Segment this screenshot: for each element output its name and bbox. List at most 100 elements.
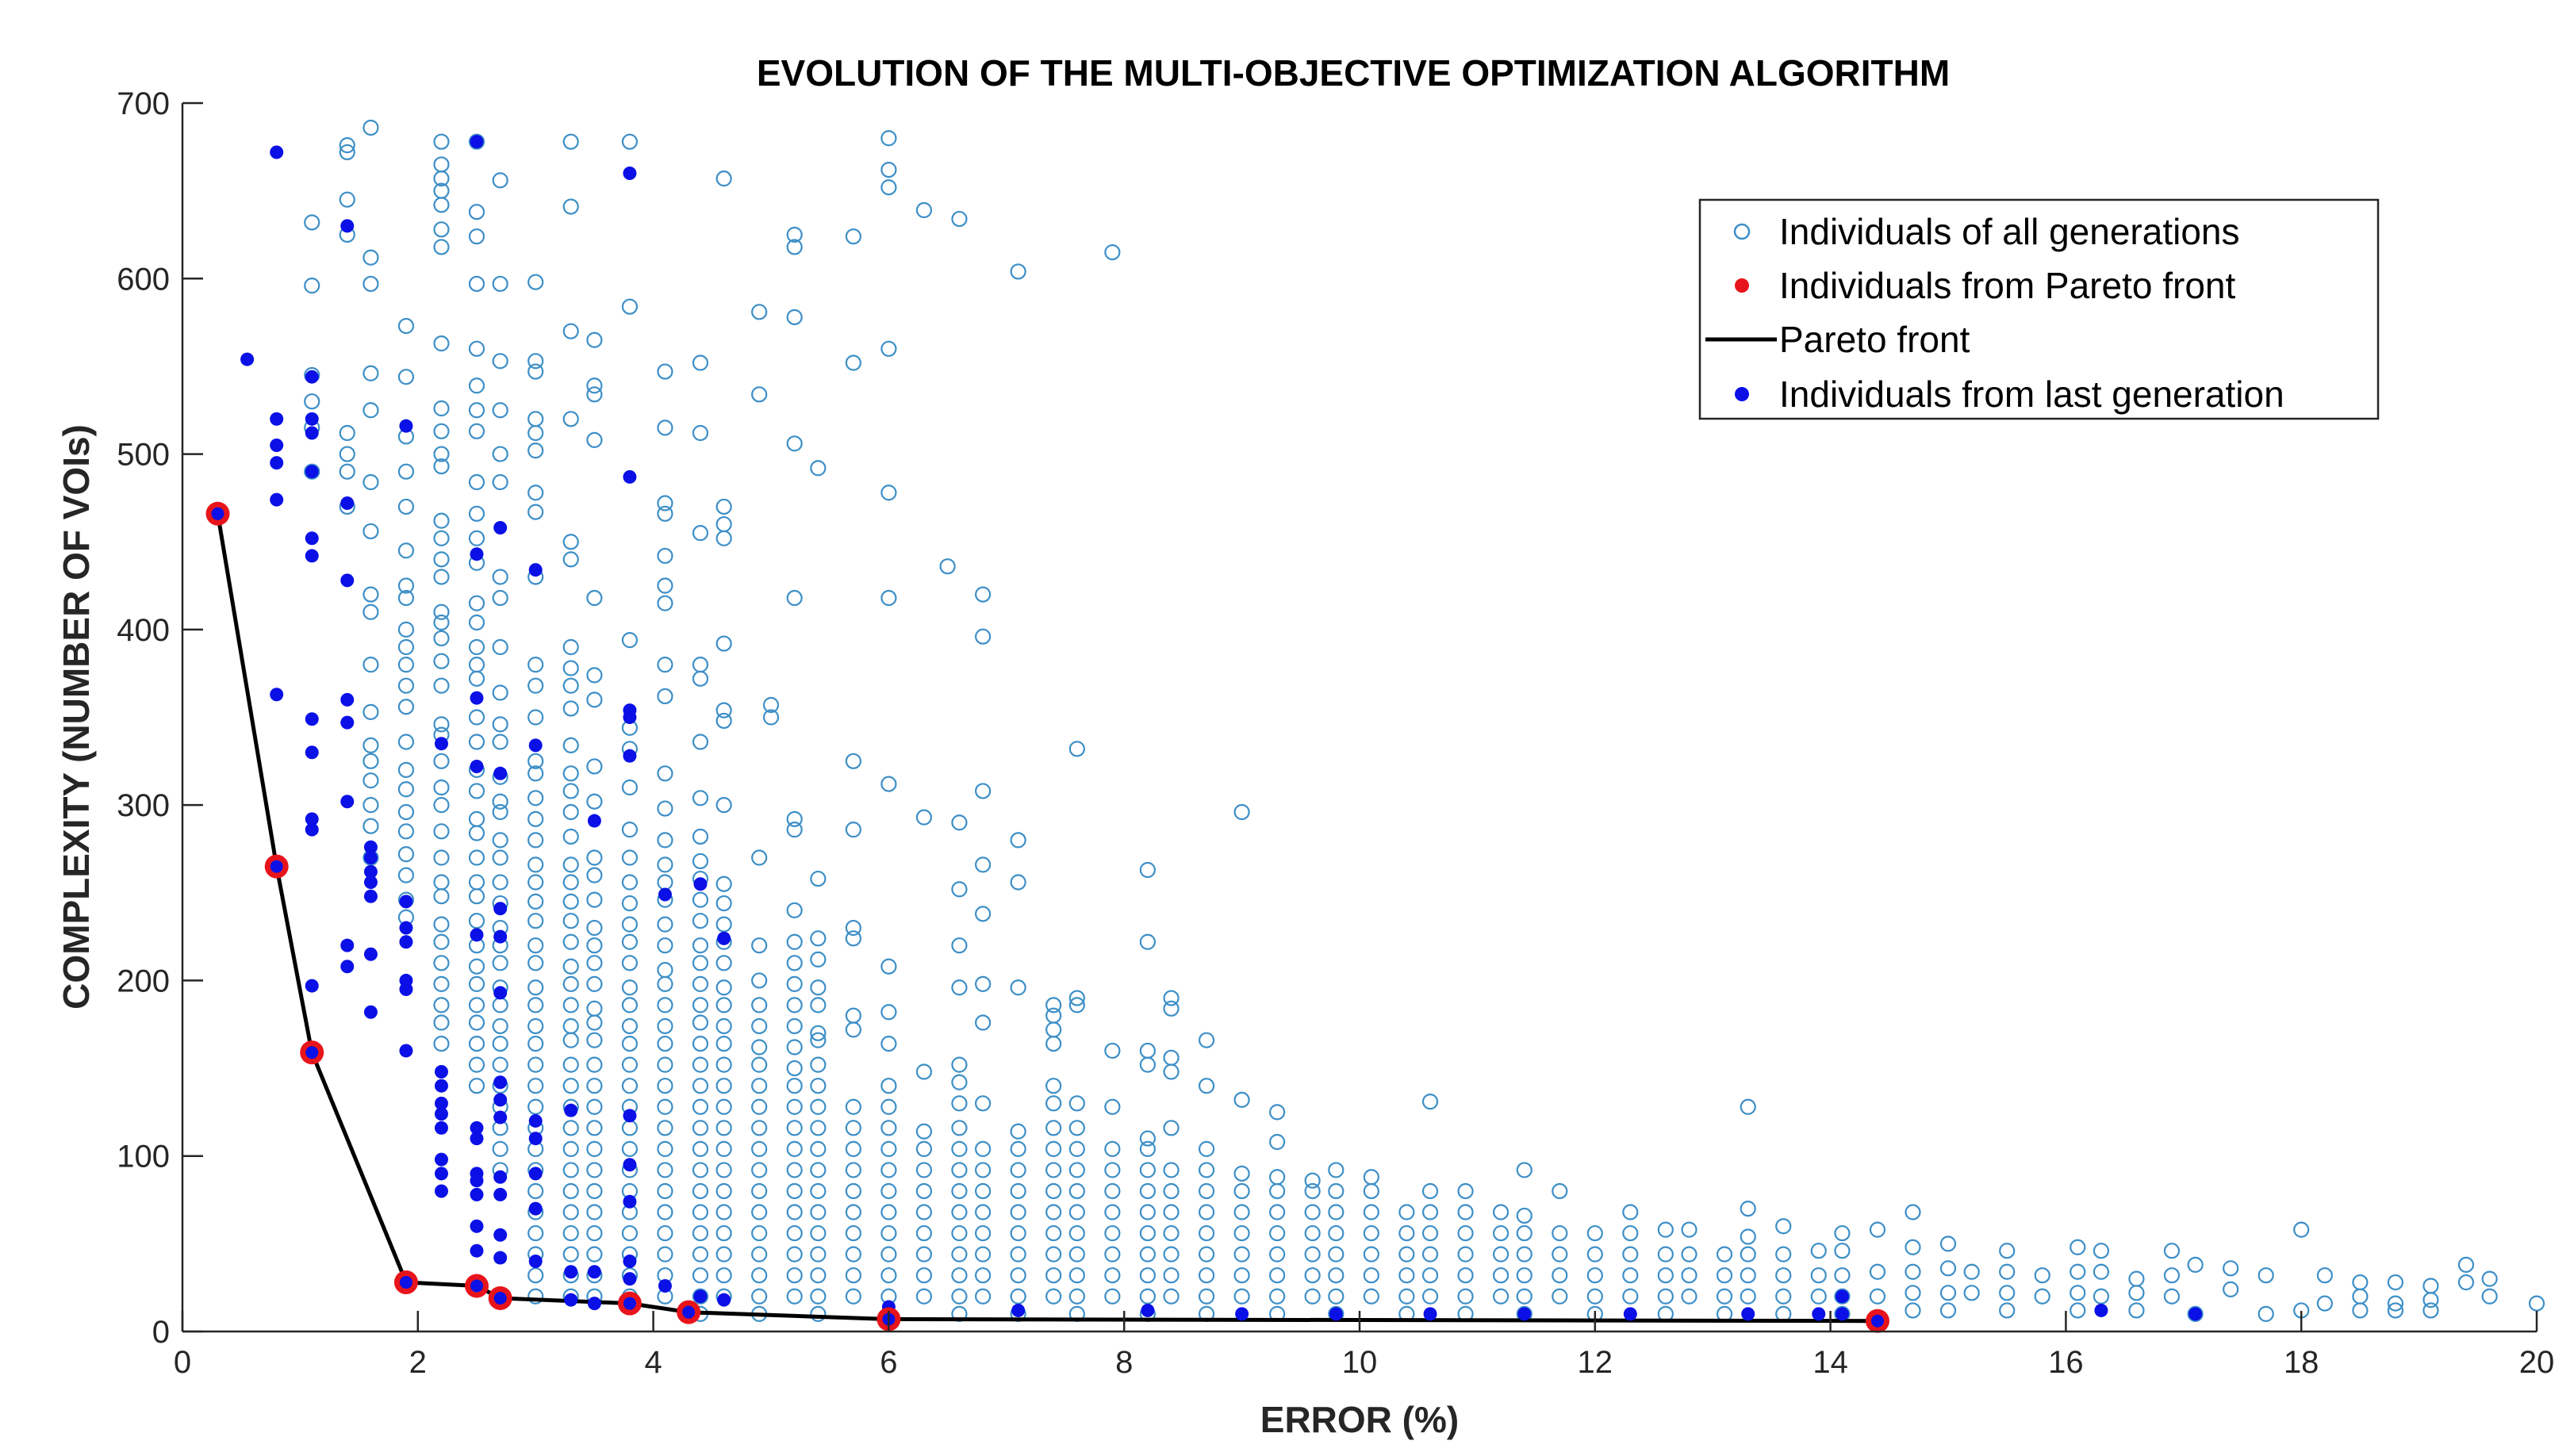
last-generation-point	[623, 1158, 637, 1172]
all-generations-point	[845, 1224, 861, 1242]
all-generations-point	[1233, 1246, 1250, 1263]
all-generations-point	[363, 586, 379, 603]
all-generations-point	[363, 797, 379, 814]
all-generations-point	[1163, 1204, 1180, 1220]
legend-item-all-generations: Individuals of all generations	[1733, 211, 2239, 252]
all-generations-point	[2187, 1256, 2204, 1274]
last-generation-point	[493, 766, 508, 780]
all-generations-point	[1068, 1204, 1085, 1220]
all-generations-point	[810, 1305, 827, 1322]
all-generations-point	[586, 692, 603, 708]
all-generations-point	[527, 937, 544, 954]
all-generations-point	[363, 737, 379, 754]
all-generations-point	[1010, 1162, 1026, 1178]
all-generations-point	[1363, 1246, 1379, 1263]
all-generations-point	[339, 137, 355, 154]
all-generations-point	[1398, 1267, 1415, 1284]
all-generations-point	[1939, 1285, 1957, 1301]
all-generations-point	[1328, 1224, 1345, 1242]
all-generations-point	[527, 1267, 544, 1284]
all-generations-point	[1681, 1221, 1697, 1238]
all-generations-point	[975, 1162, 992, 1178]
all-generations-point	[492, 684, 508, 701]
all-generations-point	[397, 542, 415, 559]
x-tick-label: 12	[1578, 1345, 1613, 1380]
all-generations-point	[715, 1267, 732, 1284]
all-generations-point	[880, 1078, 897, 1094]
all-generations-point	[751, 1204, 768, 1220]
all-generations-point	[1516, 1246, 1533, 1263]
all-generations-point	[1304, 1288, 1321, 1305]
all-generations-point	[810, 979, 827, 996]
all-generations-point	[1068, 1224, 1085, 1242]
last-generation-point	[587, 1297, 601, 1311]
all-generations-point	[786, 435, 803, 452]
last-generation-point	[340, 219, 355, 233]
all-generations-point	[810, 1267, 827, 1284]
all-generations-point	[2387, 1295, 2404, 1312]
all-generations-point	[433, 446, 450, 462]
all-generations-point	[527, 1056, 544, 1073]
all-generations-point	[1363, 1224, 1379, 1242]
all-generations-point	[975, 628, 992, 645]
all-generations-point	[880, 1140, 897, 1157]
all-generations-point	[397, 317, 415, 335]
all-generations-point	[433, 221, 450, 238]
all-generations-point	[2034, 1288, 2050, 1305]
all-generations-point	[951, 1182, 968, 1200]
last-generation-point	[2188, 1307, 2203, 1321]
all-generations-point	[468, 530, 485, 546]
all-generations-point	[1269, 1104, 1286, 1121]
all-generations-point	[1552, 1267, 1568, 1284]
all-generations-point	[1775, 1288, 1792, 1305]
all-generations-point	[1233, 803, 1250, 821]
all-generations-point	[657, 765, 673, 782]
all-generations-point	[2352, 1302, 2369, 1319]
last-generation-point	[623, 1109, 637, 1123]
x-tick-label: 14	[1813, 1345, 1848, 1380]
plot-area	[205, 119, 2545, 1333]
all-generations-point	[1104, 1204, 1121, 1220]
all-generations-point	[1010, 1288, 1026, 1305]
all-generations-point	[1905, 1263, 1921, 1280]
all-generations-point	[975, 1267, 992, 1284]
all-generations-point	[715, 876, 732, 892]
all-generations-point	[586, 1078, 603, 1094]
all-generations-point	[751, 304, 768, 320]
all-generations-point	[1198, 1224, 1215, 1242]
all-generations-point	[468, 402, 485, 419]
all-generations-point	[433, 849, 450, 866]
last-generation-point	[305, 812, 319, 826]
all-generations-point	[433, 458, 450, 475]
all-generations-point	[1068, 1182, 1085, 1200]
all-generations-point	[339, 191, 355, 208]
all-generations-point	[1045, 1182, 1062, 1200]
all-generations-point	[657, 975, 673, 992]
all-generations-point	[657, 547, 673, 565]
all-generations-point	[1104, 1246, 1121, 1263]
pareto-front-point-core	[623, 1297, 636, 1310]
all-generations-point	[586, 1056, 603, 1073]
all-generations-point	[715, 895, 732, 912]
all-generations-point	[492, 589, 508, 607]
all-generations-point	[468, 849, 485, 866]
all-generations-point	[527, 677, 544, 694]
all-generations-point	[1304, 1182, 1321, 1200]
all-generations-point	[715, 712, 732, 730]
last-generation-point	[564, 1265, 578, 1279]
all-generations-point	[1775, 1267, 1792, 1284]
all-generations-point	[562, 997, 579, 1013]
all-generations-point	[468, 377, 485, 394]
all-generations-point	[657, 363, 673, 380]
all-generations-point	[880, 1098, 897, 1115]
last-generation-point	[305, 412, 319, 426]
all-generations-point	[692, 1120, 709, 1136]
all-generations-point	[715, 1056, 732, 1073]
all-generations-point	[786, 997, 803, 1013]
all-generations-point	[951, 1246, 968, 1263]
all-generations-point	[692, 1078, 709, 1094]
all-generations-point	[786, 1288, 803, 1305]
all-generations-point	[951, 1224, 968, 1242]
all-generations-point	[1398, 1246, 1415, 1263]
all-generations-point	[951, 979, 968, 996]
